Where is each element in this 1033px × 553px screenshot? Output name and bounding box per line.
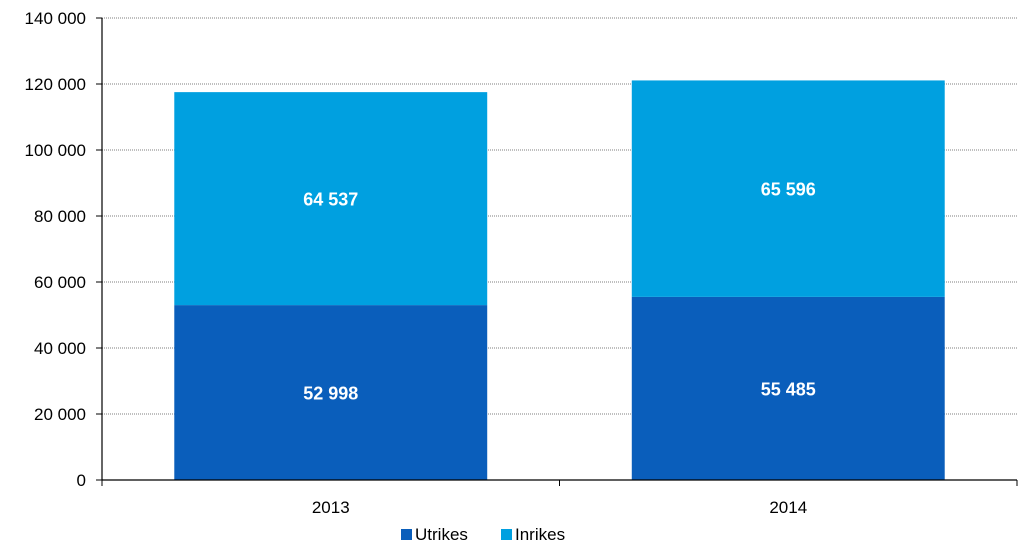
- y-tick-label: 60 000: [34, 273, 86, 292]
- y-tick-label: 20 000: [34, 405, 86, 424]
- y-tick-label: 120 000: [25, 75, 86, 94]
- y-tick-label: 0: [77, 471, 86, 490]
- x-tick-label: 2014: [769, 498, 807, 517]
- x-tick-label: 2013: [312, 498, 350, 517]
- bar-utrikes-2013: [174, 305, 488, 480]
- y-tick-label: 140 000: [25, 9, 86, 28]
- x-tick-labels: 2013 2014: [312, 498, 807, 517]
- data-label: 65 596: [761, 180, 816, 200]
- legend-label-inrikes: Inrikes: [515, 525, 565, 544]
- y-tick-label: 100 000: [25, 141, 86, 160]
- bar-inrikes-2014: [631, 80, 945, 297]
- bar-utrikes-2014: [631, 296, 945, 480]
- data-label: 52 998: [303, 384, 358, 404]
- legend-swatch-inrikes: [501, 529, 512, 540]
- legend: Utrikes Inrikes: [401, 525, 565, 544]
- bars: [174, 80, 945, 480]
- axes: [96, 17, 1018, 486]
- legend-swatch-utrikes: [401, 529, 412, 540]
- legend-label-utrikes: Utrikes: [415, 525, 468, 544]
- y-tick-labels: 0 20 000 40 000 60 000 80 000 100 000 120 000 1…: [25, 9, 86, 490]
- data-label: 55 485: [761, 379, 816, 399]
- y-tick-label: 40 000: [34, 339, 86, 358]
- y-tick-label: 80 000: [34, 207, 86, 226]
- bar-inrikes-2013: [174, 92, 488, 306]
- data-label: 64 537: [303, 190, 358, 210]
- data-labels: 52 998 64 537 55 485 65 596: [303, 180, 816, 404]
